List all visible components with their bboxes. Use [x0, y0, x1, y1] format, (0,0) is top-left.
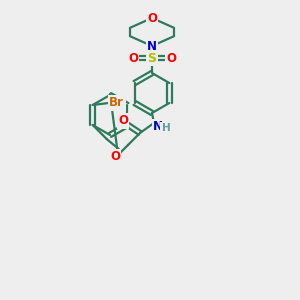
- Text: N: N: [147, 40, 157, 52]
- Text: S: S: [148, 52, 157, 64]
- Text: O: O: [118, 115, 128, 128]
- Text: O: O: [128, 52, 138, 64]
- Text: O: O: [110, 151, 120, 164]
- Text: O: O: [147, 11, 157, 25]
- Text: N: N: [153, 121, 163, 134]
- Text: Br: Br: [109, 97, 124, 110]
- Text: O: O: [166, 52, 176, 64]
- Text: H: H: [162, 123, 170, 133]
